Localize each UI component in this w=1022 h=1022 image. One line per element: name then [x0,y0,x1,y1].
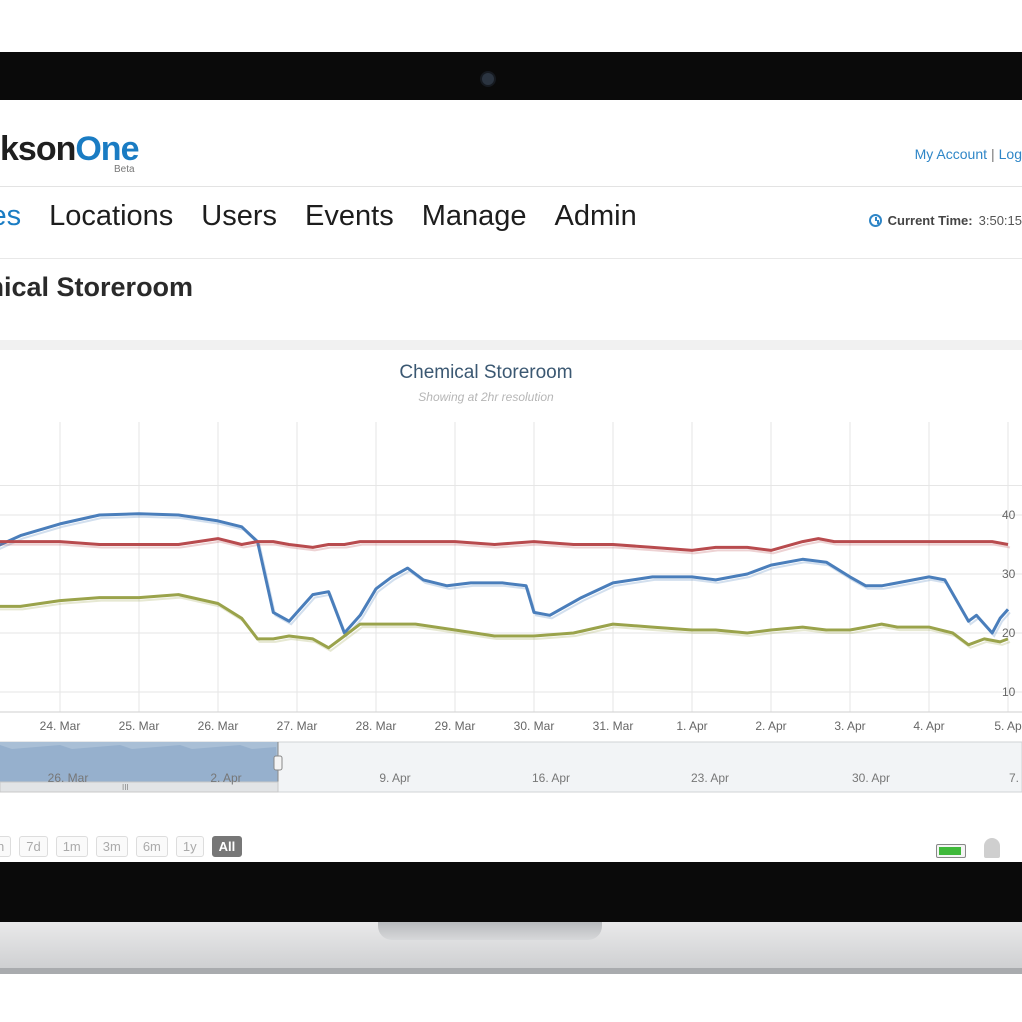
series-raw-line-0 [0,515,1011,638]
x-tick-label: 3. Apr [834,719,865,733]
x-tick-label: 26. Mar [198,719,239,733]
y-tick-label: 40 [1002,508,1016,522]
range-button-all[interactable]: All [211,836,243,857]
y-tick-label: 10 [1002,685,1016,699]
nav-item-admin[interactable]: Admin [554,200,637,232]
series-raw-line-1 [0,540,1011,555]
header-divider [0,186,1022,187]
x-tick-label: 29. Mar [435,719,476,733]
x-tick-label: 30. Mar [514,719,555,733]
logo-accent-text: One [75,130,139,168]
scrollbar-grip: III [122,783,129,792]
laptop-bezel-top [0,52,1022,100]
navigator-label: 26. Mar [48,771,89,785]
x-tick-label: 24. Mar [40,719,81,733]
account-links: My Account | Log [915,146,1022,162]
main-nav: ces Locations Users Events Manage Admin [0,200,637,233]
laptop-base-shadow [0,968,1022,974]
range-button-3m[interactable]: 3m [95,836,128,857]
nav-item-users[interactable]: Users [201,200,278,232]
y-tick-label: 20 [1002,626,1016,640]
chart-svg[interactable]: 24. Mar 25. Mar 26. Mar 27. Mar 28. Mar 29. M… [0,100,1022,862]
x-tick-label: 1. Apr [676,719,707,733]
x-tick-label: 5. Ap [994,719,1022,733]
bell-icon[interactable] [984,838,1000,858]
navigator-label: 2. Apr [210,771,241,785]
nav-item-events[interactable]: Events [305,200,394,232]
range-button-h[interactable]: h [0,836,12,857]
range-button-7d[interactable]: 7d [19,836,48,857]
webcam-icon [482,73,494,85]
logo-main-text: kson [0,130,76,168]
page-title: mical Storeroom [0,272,194,302]
chart-subtitle: Showing at 2hr resolution [418,390,554,404]
y-tick-label: 30 [1002,567,1016,581]
current-time-label: Current Time: [887,213,973,228]
range-button-1m[interactable]: 1m [55,836,88,857]
navigator-label: 30. Apr [852,771,890,785]
nav-item-devices[interactable]: ces [0,200,22,232]
series-line-1[interactable] [0,536,1009,552]
series-raw-line-2 [0,596,1011,652]
x-tick-label: 25. Mar [119,719,160,733]
x-tick-label: 2. Apr [755,719,786,733]
series-line-0[interactable] [0,512,1010,635]
nav-divider [0,258,1022,259]
range-selector: h 7d 1m 3m 6m 1y All [0,836,243,857]
account-separator: | [991,146,995,162]
laptop-bezel-bottom [0,862,1022,922]
my-account-link[interactable]: My Account [914,146,987,162]
nav-item-locations[interactable]: Locations [49,200,174,232]
battery-icon [936,844,966,858]
clock-icon [868,214,882,227]
nav-item-manage[interactable]: Manage [421,200,527,232]
x-tick-label: 4. Apr [913,719,944,733]
series-line-2[interactable] [0,593,1009,650]
panel-separator [0,340,1022,350]
current-time-value: 3:50:15 [978,213,1022,228]
navigator-label: 23. Apr [691,771,729,785]
x-tick-label: 28. Mar [356,719,397,733]
laptop-notch [378,922,602,940]
range-button-6m[interactable]: 6m [135,836,168,857]
app-screen: ksonOne Beta My Account|Log ces Location… [0,100,1022,862]
navigator-label: 9. Apr [379,771,410,785]
x-tick-label: 27. Mar [277,719,318,733]
navigator-series-area [0,745,278,782]
navigator-scrollbar-thumb[interactable] [0,781,279,793]
logout-link[interactable]: Log [998,146,1022,162]
chart-title: Chemical Storeroom [399,362,573,383]
navigator-label: 7. [1009,771,1019,785]
navigator-label: 16. Apr [532,771,570,785]
current-time: Current Time: 3:50:15 [868,213,1022,228]
app-logo: ksonOne [0,130,139,169]
x-tick-label: 31. Mar [593,719,634,733]
range-button-1y[interactable]: 1y [175,836,204,857]
logo-beta-badge: Beta [114,164,135,175]
navigator-handle[interactable] [273,755,283,771]
